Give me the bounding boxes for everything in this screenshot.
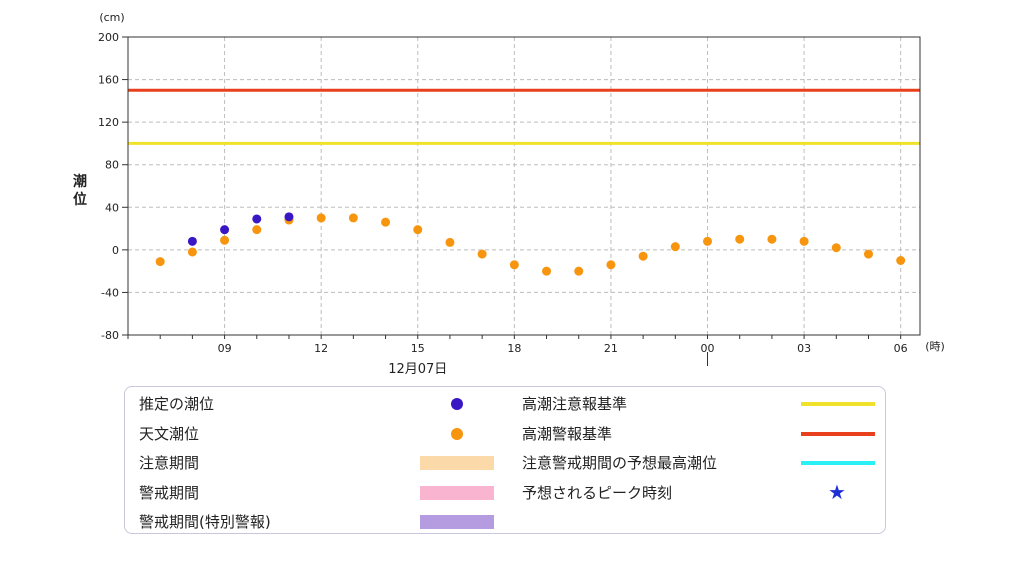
legend-label: 天文潮位 — [139, 424, 200, 443]
data-point — [574, 266, 584, 276]
legend-label: 警戒期間(特別警報) — [139, 513, 271, 531]
x-tick-label: 15 — [411, 342, 425, 355]
legend-label: 高潮注意報基準 — [522, 395, 628, 413]
y-axis-title-char: 位 — [73, 191, 87, 208]
data-point — [638, 251, 648, 261]
data-point — [606, 260, 616, 270]
data-point — [316, 213, 326, 223]
data-point — [477, 249, 487, 259]
data-point — [413, 225, 423, 235]
axis-labels: (cm) (時) 12月07日 — [99, 11, 944, 377]
legend-line — [801, 431, 875, 436]
data-point — [896, 256, 906, 265]
data-point — [863, 249, 873, 259]
legend-label: 注意警戒期間の予想最高潮位 — [522, 454, 718, 472]
legend-dot — [451, 427, 463, 440]
grid-lines — [128, 37, 920, 335]
data-point — [381, 217, 391, 227]
data-point — [799, 236, 809, 246]
reference-lines — [128, 88, 920, 145]
legend-label: 警戒期間 — [139, 483, 200, 502]
x-tick-label: 12 — [314, 342, 328, 355]
legend-label: 高潮警報基準 — [522, 424, 613, 443]
y-tick-label: 80 — [105, 159, 119, 172]
data-point — [831, 243, 841, 253]
data-point — [220, 225, 230, 235]
legend-label: 注意期間 — [139, 454, 200, 472]
legend: 推定の潮位天文潮位注意期間警戒期間警戒期間(特別警報) 高潮注意報基準 高潮警報基… — [124, 386, 886, 534]
data-point — [670, 242, 680, 252]
date-label: 12月07日 — [388, 362, 447, 377]
data-point — [542, 266, 552, 276]
y-tick-label: 200 — [98, 31, 119, 44]
star-icon: ★ — [828, 479, 846, 504]
y-tick-label: 40 — [105, 201, 119, 214]
legend-dot — [451, 398, 463, 410]
plot-frame — [127, 36, 921, 336]
x-tick-label: 09 — [218, 342, 232, 355]
y-axis-title-char: 潮 — [73, 173, 87, 190]
y-axis-title: 潮位 — [73, 173, 87, 208]
data-point — [445, 237, 455, 247]
data-point — [767, 234, 777, 244]
legend-band — [420, 485, 494, 500]
data-point — [252, 225, 262, 235]
y-unit-label: (cm) — [99, 11, 124, 24]
tick-labels: -80 -40 0 40 80 120 160 200 09 12 15 18 21 00 03 06 — [98, 31, 908, 355]
y-tick-label: -40 — [101, 286, 119, 299]
legend-label: 予想されるピーク時刻 — [522, 483, 673, 502]
data-points — [155, 212, 906, 276]
data-point — [220, 235, 230, 245]
y-tick-label: -80 — [101, 329, 119, 342]
legend-label: 推定の潮位 — [139, 395, 215, 413]
tide-chart: (cm) (時) 12月07日 潮位 -80 -40 0 40 80 120 160 200 0… — [73, 11, 945, 377]
y-tick-label: 120 — [98, 116, 119, 129]
x-tick-label: 03 — [797, 342, 811, 355]
x-tick-label: 06 — [894, 342, 908, 355]
legend-line — [801, 461, 875, 465]
y-tick-label: 160 — [98, 74, 119, 87]
data-point — [284, 212, 294, 222]
x-unit-label: (時) — [925, 340, 945, 353]
x-tick-label: 00 — [701, 342, 715, 355]
x-tick-label: 18 — [507, 342, 521, 355]
legend-band — [420, 515, 494, 529]
data-point — [703, 236, 713, 246]
data-point — [509, 260, 519, 270]
data-point — [252, 214, 262, 224]
data-point — [187, 236, 197, 246]
legend-line — [801, 402, 875, 406]
data-point — [187, 247, 197, 257]
x-tick-label: 21 — [604, 342, 618, 355]
y-tick-label: 0 — [112, 244, 119, 257]
data-point — [155, 257, 165, 267]
legend-band — [420, 456, 494, 470]
data-point — [735, 234, 745, 244]
data-point — [348, 213, 358, 223]
